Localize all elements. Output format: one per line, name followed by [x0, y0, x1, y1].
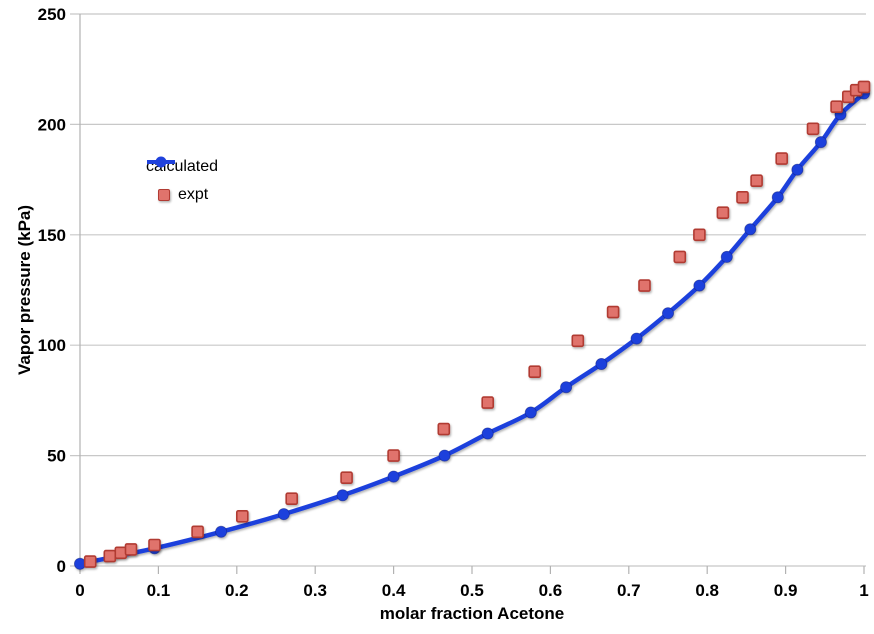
legend-label-expt: expt — [178, 186, 209, 203]
calculated-point — [387, 470, 400, 483]
calculated-point — [438, 449, 451, 462]
expt-point — [387, 449, 400, 462]
calculated-point — [791, 163, 804, 176]
calculated-point — [524, 406, 537, 419]
calculated-point — [481, 427, 494, 440]
expt-point — [481, 396, 495, 409]
expt-point — [693, 228, 706, 242]
x-tick-label-0.3: 0.3 — [303, 581, 327, 600]
calculated-point — [560, 381, 573, 394]
calculated-point — [744, 223, 757, 236]
expt-point — [148, 538, 161, 552]
expt-square-marker-icon — [158, 189, 170, 201]
expt-point — [830, 100, 843, 113]
x-tick-label-0.9: 0.9 — [774, 581, 798, 600]
y-tick-label-50: 50 — [47, 447, 66, 466]
expt-point — [857, 80, 871, 94]
calculated-point — [720, 250, 733, 263]
x-tick-label-0.8: 0.8 — [695, 581, 719, 600]
expt-point — [124, 543, 138, 556]
legend: calculated expt — [146, 156, 218, 206]
expt-point — [340, 471, 353, 485]
expt-point — [606, 305, 620, 319]
x-tick-label-0: 0 — [75, 581, 84, 600]
x-tick-label-0.4: 0.4 — [382, 581, 406, 600]
y-tick-label-100: 100 — [38, 336, 66, 355]
expt-point — [528, 365, 542, 379]
legend-item-calculated: calculated — [146, 156, 218, 178]
expt-point — [638, 279, 651, 292]
expt-point — [571, 334, 585, 348]
calculated-line-marker-icon — [147, 156, 175, 168]
calculated-point — [771, 191, 784, 204]
y-tick-label-200: 200 — [38, 115, 66, 134]
x-tick-label-0.1: 0.1 — [147, 581, 171, 600]
x-axis-title: molar fraction Acetone — [379, 604, 565, 623]
calculated-point — [336, 489, 349, 502]
calculated-point — [277, 508, 290, 521]
expt-point — [673, 250, 687, 264]
y-tick-label-0: 0 — [57, 557, 66, 576]
expt-point — [236, 509, 249, 523]
expt-point — [716, 206, 730, 219]
expt-point — [736, 191, 749, 204]
x-tick-label-0.5: 0.5 — [460, 581, 484, 600]
expt-point — [285, 492, 299, 506]
expt-point — [437, 422, 451, 436]
legend-item-expt: expt — [146, 184, 218, 206]
calculated-point — [630, 332, 643, 345]
calculated-point — [693, 279, 706, 292]
calculated-point — [595, 357, 608, 370]
y-tick-label-150: 150 — [38, 226, 66, 245]
y-axis-title: Vapor pressure (kPa) — [15, 204, 34, 376]
expt-point — [750, 174, 763, 187]
x-tick-label-0.7: 0.7 — [617, 581, 641, 600]
x-tick-label-0.6: 0.6 — [539, 581, 563, 600]
x-tick-label-0.2: 0.2 — [225, 581, 249, 600]
x-tick-label-1: 1 — [859, 581, 868, 600]
expt-point — [806, 122, 820, 136]
y-tick-label-250: 250 — [38, 5, 66, 24]
calculated-point — [215, 525, 228, 538]
calculated-point — [814, 136, 827, 149]
expt-point — [103, 549, 117, 563]
series-expt — [83, 80, 871, 568]
calculated-point — [662, 307, 675, 320]
expt-point — [191, 525, 204, 539]
expt-point — [775, 152, 789, 165]
expt-point — [114, 546, 128, 560]
expt-point — [83, 555, 97, 568]
